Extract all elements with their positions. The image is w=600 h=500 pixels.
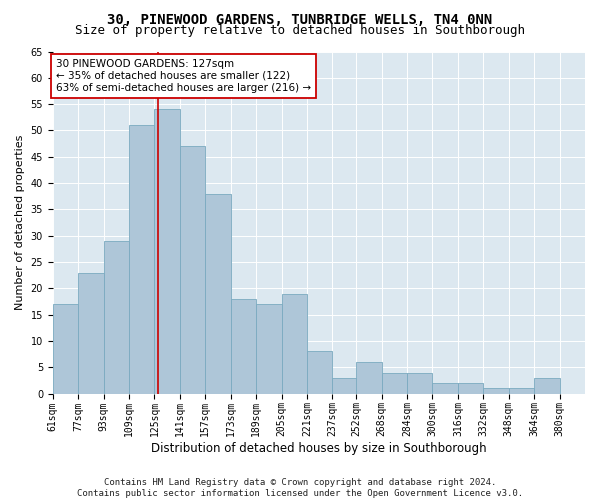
Bar: [534, 378, 560, 394]
Y-axis label: Number of detached properties: Number of detached properties: [15, 135, 25, 310]
Bar: [332, 378, 358, 394]
Bar: [281, 294, 307, 394]
Bar: [407, 372, 433, 394]
Bar: [307, 352, 332, 394]
Bar: [78, 272, 104, 394]
Bar: [154, 110, 180, 394]
Bar: [356, 362, 382, 394]
X-axis label: Distribution of detached houses by size in Southborough: Distribution of detached houses by size …: [151, 442, 487, 455]
Bar: [129, 125, 154, 394]
Bar: [53, 304, 78, 394]
Bar: [104, 241, 129, 394]
Bar: [205, 194, 231, 394]
Bar: [231, 299, 256, 394]
Bar: [180, 146, 205, 394]
Bar: [484, 388, 509, 394]
Bar: [433, 383, 458, 394]
Text: Contains HM Land Registry data © Crown copyright and database right 2024.
Contai: Contains HM Land Registry data © Crown c…: [77, 478, 523, 498]
Text: Size of property relative to detached houses in Southborough: Size of property relative to detached ho…: [75, 24, 525, 37]
Bar: [509, 388, 534, 394]
Text: 30, PINEWOOD GARDENS, TUNBRIDGE WELLS, TN4 0NN: 30, PINEWOOD GARDENS, TUNBRIDGE WELLS, T…: [107, 12, 493, 26]
Bar: [256, 304, 281, 394]
Bar: [458, 383, 484, 394]
Text: 30 PINEWOOD GARDENS: 127sqm
← 35% of detached houses are smaller (122)
63% of se: 30 PINEWOOD GARDENS: 127sqm ← 35% of det…: [56, 60, 311, 92]
Bar: [382, 372, 407, 394]
